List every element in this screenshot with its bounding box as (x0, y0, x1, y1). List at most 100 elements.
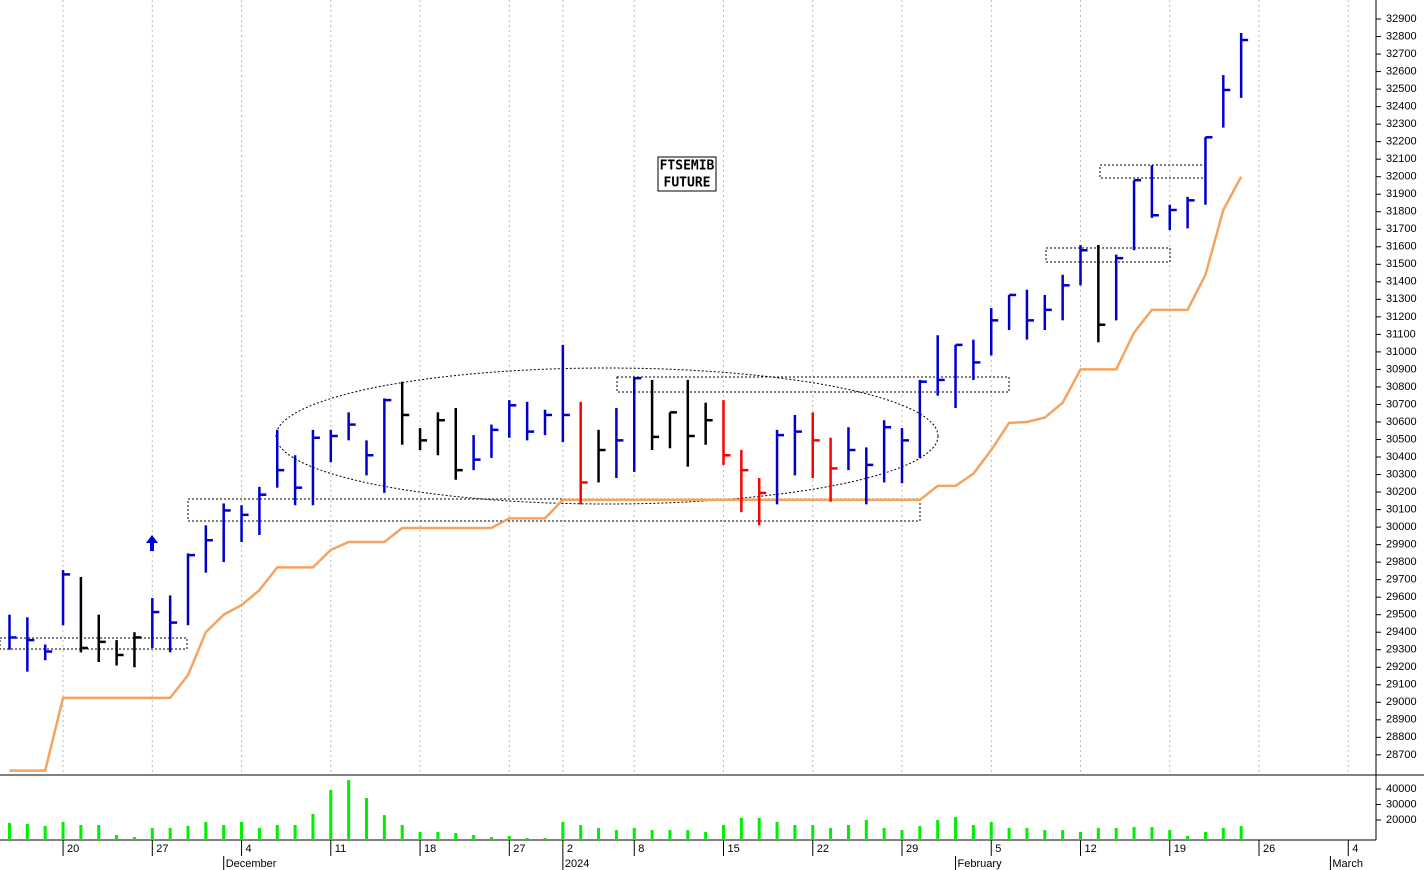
volume-bar (257, 828, 261, 840)
x-tick-label: 19 (1174, 843, 1186, 855)
volume-bar (543, 837, 547, 840)
arrow-up (146, 535, 158, 551)
volume-bar (222, 824, 226, 840)
y-tick-label: 31900 (1386, 188, 1417, 200)
volume-bar (1239, 826, 1243, 840)
volume-bar (150, 828, 154, 840)
volume-bar (436, 831, 440, 840)
resistance-box (1045, 247, 1171, 263)
y-tick-label: 30200 (1386, 486, 1417, 498)
y-tick-label: 30800 (1386, 381, 1417, 393)
y-tick-label: 31400 (1386, 276, 1417, 288)
y-tick-label: 30100 (1386, 503, 1417, 515)
volume-bar (739, 817, 743, 840)
y-tick-label: 31500 (1386, 258, 1417, 270)
y-tick-label: 32700 (1386, 48, 1417, 60)
y-tick-label: 32500 (1386, 83, 1417, 95)
x-tick-label: 29 (906, 843, 918, 855)
y-tick-label: 31200 (1386, 311, 1417, 323)
volume-bar (25, 824, 29, 840)
y-tick-label: 30400 (1386, 451, 1417, 463)
support-box (0, 637, 188, 650)
y-tick-label: 32100 (1386, 153, 1417, 165)
volume-bar (1043, 830, 1047, 840)
y-tick-label: 30500 (1386, 433, 1417, 445)
x-tick-label: 27 (513, 843, 525, 855)
volume-bar (400, 824, 404, 840)
x-tick-label: 8 (638, 843, 644, 855)
volume-bar (1168, 830, 1172, 840)
volume-bar (365, 798, 368, 840)
volume-bar (115, 835, 119, 840)
volume-bar (561, 822, 565, 840)
volume-bar (347, 780, 351, 840)
volume-bar (132, 837, 136, 840)
volume-bar (864, 820, 868, 840)
y-tick-label: 40000 (1386, 783, 1417, 795)
volume-bar (882, 828, 886, 840)
x-tick-label: 26 (1263, 843, 1275, 855)
volume-bar (489, 837, 493, 840)
title-box (657, 156, 717, 192)
month-label: 2024 (565, 858, 589, 870)
y-tick-label: 31700 (1386, 223, 1417, 235)
volume-bar (1150, 827, 1154, 840)
y-tick-label: 30300 (1386, 468, 1417, 480)
volume-bar (811, 824, 815, 840)
y-tick-label: 29000 (1386, 696, 1417, 708)
chart-title: FTSEMIB (660, 159, 715, 174)
volume-bar (293, 824, 297, 840)
x-tick-label: 2 (567, 843, 573, 855)
volume-bar (329, 789, 333, 840)
volume-bar (1114, 828, 1118, 840)
x-tick-label: 11 (335, 843, 346, 855)
volume-bar (1079, 831, 1082, 840)
volume-bar (846, 824, 850, 840)
x-tick-label: 22 (817, 843, 829, 855)
y-tick-label: 32300 (1386, 118, 1417, 130)
volume-bar (1203, 831, 1207, 840)
y-tick-label: 20000 (1386, 814, 1417, 826)
annotations (0, 164, 1206, 650)
volume-bar (614, 830, 618, 840)
y-tick-label: 32000 (1386, 171, 1417, 183)
volume-bar (97, 824, 101, 840)
y-tick-label: 28800 (1386, 731, 1417, 743)
volume-bar (1186, 835, 1190, 840)
volume-bar (597, 828, 601, 840)
volume-bar (275, 824, 279, 840)
volume-bar (936, 820, 940, 840)
volume-bar (668, 830, 672, 840)
month-label: March (1332, 858, 1363, 870)
volume-bar (686, 830, 690, 840)
y-tick-label: 29900 (1386, 539, 1417, 551)
volume-bar (168, 828, 172, 840)
y-tick-label: 29400 (1386, 626, 1417, 638)
volume-bar (632, 828, 636, 840)
y-tick-label: 29200 (1386, 661, 1417, 673)
volume-bar (525, 837, 529, 840)
y-tick-label: 31600 (1386, 241, 1417, 253)
y-tick-label: 32200 (1386, 136, 1417, 148)
range-ellipse (275, 367, 939, 505)
y-tick-label: 31000 (1386, 346, 1417, 358)
volume-bar (507, 835, 511, 840)
y-tick-label: 32400 (1386, 101, 1417, 113)
resistance-box (1099, 164, 1206, 179)
month-label: December (226, 858, 277, 870)
resistance-box (616, 376, 1010, 393)
y-tick-label: 31800 (1386, 206, 1417, 218)
volume-bar (240, 822, 244, 840)
volume-bar (61, 822, 65, 840)
volume-bar (8, 822, 11, 840)
x-tick-label: 27 (156, 843, 168, 855)
trailing-stop-line (9, 176, 1243, 772)
volume-bar (186, 826, 190, 840)
volume-bar (829, 828, 833, 840)
y-tick-label: 30000 (1386, 798, 1417, 810)
volume-bar (971, 824, 975, 840)
volume-bar (704, 831, 708, 840)
volume-bar (793, 824, 797, 840)
volume-bar (311, 813, 315, 840)
